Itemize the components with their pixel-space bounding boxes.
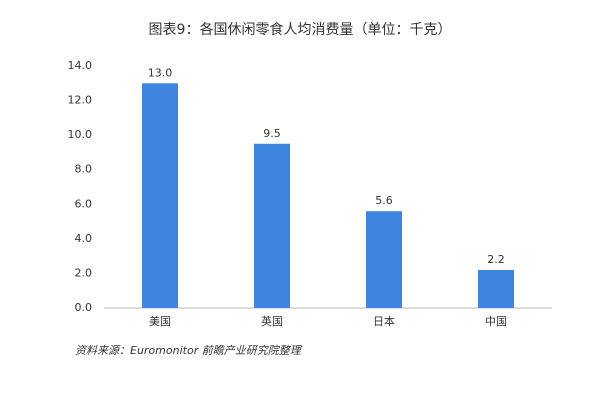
value-label: 2.2	[487, 253, 505, 266]
bar	[142, 83, 178, 309]
y-tick-label: 2.0	[75, 266, 93, 279]
bar	[366, 211, 402, 308]
y-tick-label: 10.0	[68, 128, 93, 141]
chart-title: 图表9：各国休闲零食人均消费量（单位：千克）	[149, 21, 452, 38]
y-tick-label: 8.0	[75, 163, 93, 176]
value-label: 5.6	[375, 194, 393, 207]
x-tick-label: 中国	[485, 315, 507, 328]
x-tick-label: 英国	[261, 314, 283, 328]
x-tick-label: 日本	[373, 314, 395, 328]
y-tick-label: 12.0	[68, 94, 93, 107]
x-tick-label: 美国	[149, 315, 171, 328]
value-label: 13.0	[148, 66, 173, 79]
y-tick-label: 0.0	[75, 301, 93, 314]
source-note: 资料来源：Euromonitor 前瞻产业研究院整理	[75, 344, 303, 357]
y-tick-label: 4.0	[75, 232, 93, 245]
y-tick-label: 6.0	[75, 197, 93, 210]
value-label: 9.5	[263, 127, 281, 140]
bar	[254, 143, 290, 308]
y-tick-label: 14.0	[68, 59, 93, 72]
bar	[478, 269, 514, 308]
